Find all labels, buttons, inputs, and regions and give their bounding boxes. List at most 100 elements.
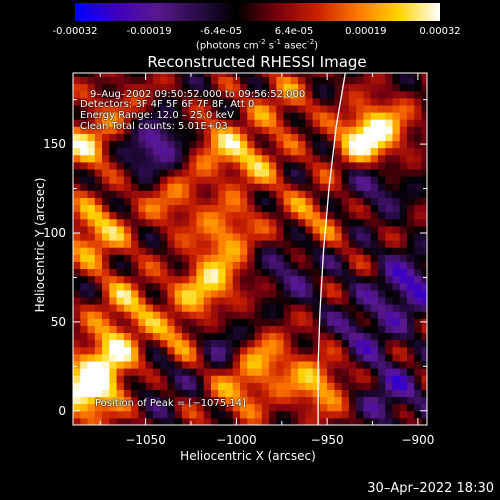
heatmap-cell (94, 289, 103, 298)
heatmap-cell (80, 289, 89, 298)
heatmap-cell (254, 353, 263, 362)
heatmap-cell (269, 247, 277, 255)
heatmap-cell (247, 311, 256, 319)
heatmap-cell (399, 304, 408, 312)
heatmap-cell (399, 410, 408, 419)
heatmap-cell (131, 169, 139, 177)
heatmap-cell (181, 275, 190, 284)
heatmap-cell (319, 368, 328, 376)
heatmap-cell (399, 204, 408, 213)
heatmap-cell (109, 97, 118, 106)
heatmap-cell (109, 417, 118, 426)
heatmap-cell (348, 90, 357, 99)
heatmap-cell (269, 375, 277, 383)
heatmap-cell (123, 297, 132, 305)
heatmap-cell (348, 268, 357, 277)
heatmap-cell (399, 190, 408, 198)
heatmap-cell (399, 353, 408, 362)
heatmap-cell (363, 346, 372, 355)
heatmap-cell (399, 403, 408, 412)
heatmap-cell (145, 119, 154, 127)
heatmap-cell (145, 225, 154, 234)
heatmap-cell (377, 282, 386, 291)
heatmap-cell (290, 375, 299, 383)
heatmap-cell (283, 154, 292, 163)
heatmap-cell (334, 119, 343, 127)
heatmap-cell (80, 197, 89, 206)
heatmap-cell (327, 105, 335, 113)
heatmap-cell (138, 204, 147, 213)
heatmap-cell (160, 382, 168, 390)
heatmap-cell (392, 233, 401, 241)
heatmap-cell (305, 147, 314, 156)
heatmap-cell (196, 218, 205, 227)
heatmap-cell (414, 119, 423, 127)
heatmap-cell (145, 339, 154, 348)
heatmap-cell (290, 197, 299, 206)
heatmap-cell (348, 396, 357, 405)
heatmap-cell (109, 211, 118, 220)
heatmap-cell (240, 83, 248, 92)
heatmap-cell (131, 233, 139, 241)
heatmap-cell (174, 147, 183, 156)
heatmap-cell (327, 247, 335, 255)
heatmap-cell (407, 318, 415, 326)
heatmap-cell (232, 353, 241, 362)
heatmap-cell (225, 190, 234, 198)
heatmap-cell (210, 382, 219, 390)
heatmap-cell (145, 389, 154, 398)
heatmap-cell (174, 204, 183, 213)
heatmap-cell (174, 76, 183, 85)
heatmap-cell (312, 361, 321, 369)
heatmap-cell (181, 218, 190, 227)
heatmap-cell (305, 403, 314, 412)
heatmap-cell (218, 190, 226, 198)
heatmap-cell (254, 218, 263, 227)
heatmap-cell (102, 275, 110, 284)
heatmap-cell (218, 90, 226, 99)
heatmap-cell (377, 218, 386, 227)
heatmap-cell (87, 211, 96, 220)
heatmap-cell (196, 140, 205, 149)
heatmap-cell (290, 218, 299, 227)
heatmap-cell (312, 339, 321, 348)
heatmap-cell (356, 417, 364, 426)
heatmap-cell (210, 268, 219, 277)
heatmap-cell (87, 119, 96, 127)
heatmap-cell (116, 154, 125, 163)
heatmap-cell (240, 161, 248, 170)
heatmap-cell (247, 97, 256, 106)
heatmap-cell (145, 417, 154, 426)
heatmap-cell (152, 133, 161, 142)
heatmap-cell (181, 382, 190, 390)
heatmap-cell (283, 112, 292, 120)
heatmap-cell (87, 389, 96, 398)
heatmap-cell (152, 154, 161, 163)
heatmap-cell (341, 169, 350, 177)
heatmap-cell (225, 176, 234, 184)
heatmap-cell (218, 211, 226, 220)
heatmap-cell (160, 76, 168, 85)
heatmap-cell (240, 112, 248, 120)
heatmap-cell (305, 90, 314, 99)
heatmap-cell (94, 154, 103, 163)
heatmap-cell (181, 126, 190, 134)
heatmap-cell (290, 204, 299, 213)
heatmap-cell (181, 73, 190, 78)
heatmap-cell (363, 90, 372, 99)
heatmap-cell (305, 169, 314, 177)
heatmap-cell (80, 389, 89, 398)
heatmap-cell (94, 83, 103, 92)
heatmap-cell (399, 346, 408, 355)
heatmap-cell (210, 332, 219, 341)
heatmap-cell (269, 112, 277, 120)
heatmap-cell (123, 403, 132, 412)
heatmap-cell (392, 83, 401, 92)
heatmap-cell (348, 254, 357, 262)
heatmap-cell (312, 353, 321, 362)
heatmap-cell (399, 211, 408, 220)
heatmap-cell (145, 140, 154, 149)
heatmap-cell (174, 275, 183, 284)
heatmap-cell (218, 410, 226, 419)
heatmap-cell (167, 211, 176, 220)
